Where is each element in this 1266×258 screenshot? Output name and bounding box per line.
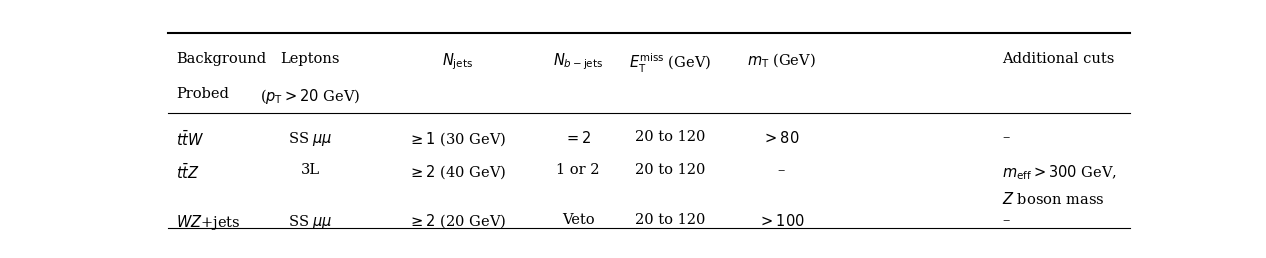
Text: $N_{b-\mathrm{jets}}$: $N_{b-\mathrm{jets}}$ xyxy=(553,52,603,72)
Text: Background: Background xyxy=(176,52,266,66)
Text: $m_{\mathrm{eff}} > 300$ GeV,: $m_{\mathrm{eff}} > 300$ GeV, xyxy=(1003,163,1117,182)
Text: $t\bar{t}W$: $t\bar{t}W$ xyxy=(176,130,204,149)
Text: –: – xyxy=(777,163,785,177)
Text: 20 to 120: 20 to 120 xyxy=(636,163,705,177)
Text: Probed: Probed xyxy=(176,87,229,101)
Text: 20 to 120: 20 to 120 xyxy=(636,213,705,227)
Text: $E_{\mathrm{T}}^{\mathrm{miss}}$ (GeV): $E_{\mathrm{T}}^{\mathrm{miss}}$ (GeV) xyxy=(629,52,711,75)
Text: $Z$ boson mass: $Z$ boson mass xyxy=(1003,191,1104,207)
Text: Additional cuts: Additional cuts xyxy=(1003,52,1114,66)
Text: $> 80$: $> 80$ xyxy=(762,130,800,146)
Text: $N_{\mathrm{jets}}$: $N_{\mathrm{jets}}$ xyxy=(442,52,473,72)
Text: –: – xyxy=(1003,130,1009,144)
Text: $> 100$: $> 100$ xyxy=(758,213,805,229)
Text: $t\bar{t}Z$: $t\bar{t}Z$ xyxy=(176,163,200,182)
Text: $\geq 1$ (30 GeV): $\geq 1$ (30 GeV) xyxy=(409,130,506,148)
Text: $\geq 2$ (20 GeV): $\geq 2$ (20 GeV) xyxy=(409,213,506,230)
Text: SS $\mu\mu$: SS $\mu\mu$ xyxy=(287,130,333,148)
Text: $= 2$: $= 2$ xyxy=(565,130,592,146)
Text: Veto: Veto xyxy=(562,213,595,227)
Text: ($p_{\mathrm{T}} > 20$ GeV): ($p_{\mathrm{T}} > 20$ GeV) xyxy=(260,87,361,106)
Text: –: – xyxy=(1003,213,1009,227)
Text: Leptons: Leptons xyxy=(281,52,341,66)
Text: $m_{\mathrm{T}}$ (GeV): $m_{\mathrm{T}}$ (GeV) xyxy=(747,52,815,70)
Text: $\geq 2$ (40 GeV): $\geq 2$ (40 GeV) xyxy=(409,163,506,181)
Text: $WZ$+jets: $WZ$+jets xyxy=(176,213,241,232)
Text: 3L: 3L xyxy=(301,163,320,177)
Text: 1 or 2: 1 or 2 xyxy=(557,163,600,177)
Text: SS $\mu\mu$: SS $\mu\mu$ xyxy=(287,213,333,231)
Text: 20 to 120: 20 to 120 xyxy=(636,130,705,144)
